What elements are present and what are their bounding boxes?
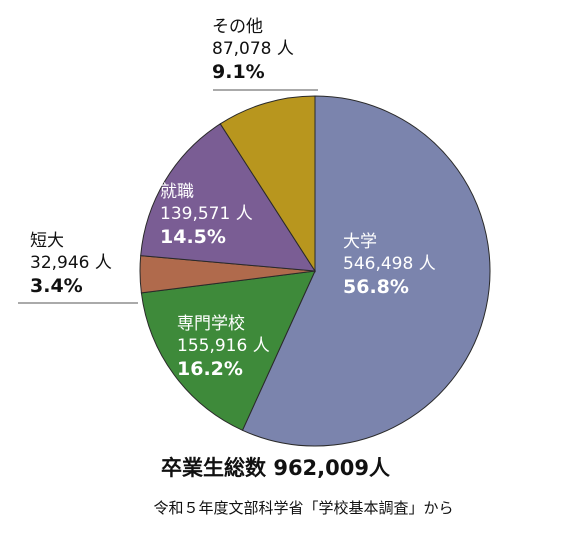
slice-label-2: 短大	[30, 231, 64, 251]
slice-count-2: 32,946 人	[30, 253, 112, 273]
slice-label-4: その他	[212, 17, 263, 37]
pie-slice-0	[241, 95, 491, 447]
slice-percent-4: 9.1%	[212, 61, 265, 83]
pie-slice-1	[140, 270, 316, 431]
total-graduates-label: 卒業生総数 962,009人	[161, 456, 390, 480]
pie-slice-4	[219, 95, 316, 273]
slice-count-3: 139,571 人	[160, 204, 253, 224]
source-note: 令和５年度文部科学省「学校基本調査」から	[153, 499, 454, 517]
slice-percent-3: 14.5%	[160, 226, 226, 248]
slice-percent-0: 56.8%	[343, 276, 409, 298]
slice-count-4: 87,078 人	[212, 39, 294, 59]
slice-percent-2: 3.4%	[30, 275, 83, 297]
slice-label-1: 専門学校	[177, 314, 245, 334]
pie-slice-3	[140, 123, 316, 272]
slice-label-0: 大学	[343, 232, 377, 252]
slice-count-0: 546,498 人	[343, 254, 436, 274]
slice-percent-1: 16.2%	[177, 358, 243, 380]
slice-count-1: 155,916 人	[177, 336, 270, 356]
slice-label-3: 就職	[160, 182, 194, 202]
